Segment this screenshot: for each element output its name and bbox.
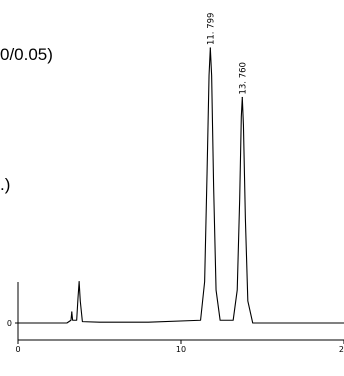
peak-label: 11. 799: [206, 13, 216, 45]
peak-marker: [71, 311, 73, 313]
peak-marker: [209, 47, 211, 49]
peak-label-layer: 11. 799 13. 760: [206, 13, 248, 95]
peak-marker: [78, 281, 80, 283]
trace-layer: [18, 47, 344, 324]
x-tick-label: 10: [176, 345, 186, 354]
chromatogram-trace: [18, 47, 344, 324]
x-tick-label: 0: [15, 345, 20, 354]
x-tick-label: 20: [339, 345, 344, 354]
peak-label: 13. 760: [238, 62, 248, 94]
axes: 0 0 10 20: [7, 282, 344, 354]
peak-marker: [241, 96, 243, 99]
y-tick-label: 0: [7, 319, 12, 328]
condition-text-line-1: 0/0.05): [0, 45, 53, 64]
condition-text-line-2: .): [0, 175, 11, 194]
